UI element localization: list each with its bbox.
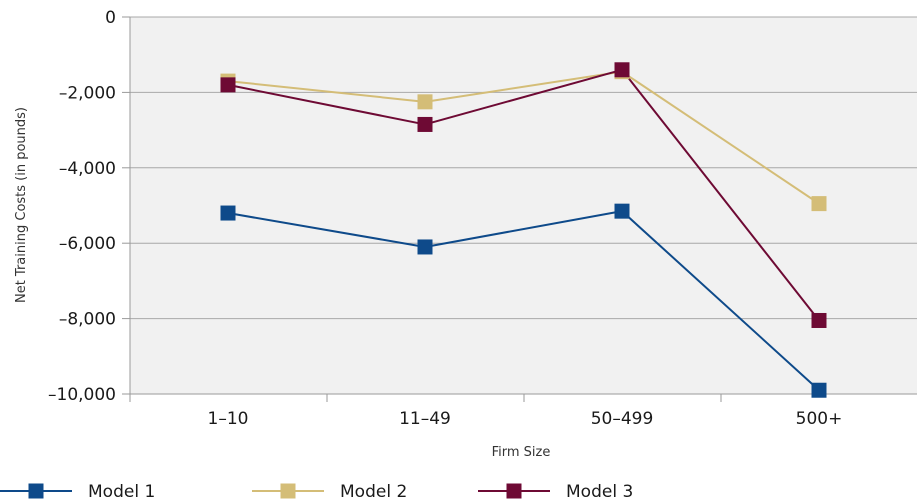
data-point-model-2 xyxy=(811,196,827,212)
data-point-model-2 xyxy=(417,94,433,110)
legend-marker xyxy=(28,483,44,499)
y-tick-label: –2,000 xyxy=(59,83,116,103)
x-tick-label: 1–10 xyxy=(208,409,249,429)
legend-marker xyxy=(280,483,296,499)
data-point-model-1 xyxy=(811,382,827,398)
legend: Model 1 Model 2 Model 3 xyxy=(0,482,633,502)
data-point-model-3 xyxy=(417,116,433,132)
data-point-model-1 xyxy=(220,205,236,221)
y-tick-label: 0 xyxy=(105,8,116,28)
y-tick-label: –6,000 xyxy=(59,234,116,254)
series-line-model-3 xyxy=(227,68,820,322)
data-point-model-1 xyxy=(417,239,433,255)
legend-label: Model 3 xyxy=(566,482,633,502)
plot-area xyxy=(130,17,917,394)
data-point-model-1 xyxy=(614,203,630,219)
y-tick-label: –4,000 xyxy=(59,159,116,179)
series-line-model-1 xyxy=(227,210,820,391)
data-point-model-3 xyxy=(811,312,827,328)
y-axis-ticks: 0 –2,000 –4,000 –6,000 –8,000 –10,000 xyxy=(48,8,130,405)
x-tick-label: 11–49 xyxy=(399,409,451,429)
legend-label: Model 2 xyxy=(340,482,407,502)
x-tick-label: 500+ xyxy=(796,409,843,429)
data-point-model-3 xyxy=(220,77,236,93)
x-axis-title: Firm Size xyxy=(492,445,551,460)
x-axis-ticks: 1–10 11–49 50–499 500+ xyxy=(129,394,843,429)
x-tick-label: 50–499 xyxy=(591,409,654,429)
y-axis-title: Net Training Costs (in pounds) xyxy=(14,107,29,303)
legend-label: Model 1 xyxy=(88,482,155,502)
data-point-model-3 xyxy=(614,62,630,78)
y-tick-label: –8,000 xyxy=(59,310,116,330)
legend-marker xyxy=(506,483,522,499)
series-line-model-2 xyxy=(227,70,820,205)
y-tick-label: –10,000 xyxy=(48,385,116,405)
series-markers xyxy=(220,62,827,398)
series-lines xyxy=(227,68,820,391)
